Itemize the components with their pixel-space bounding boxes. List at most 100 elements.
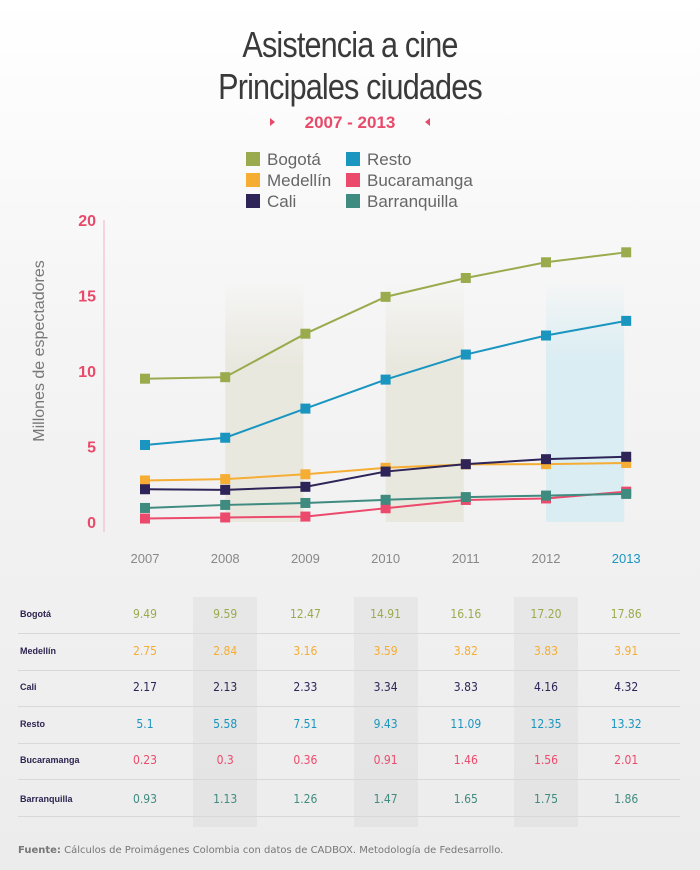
table-cell: 12.47	[289, 607, 321, 621]
table-row: Resto 5.1 5.58 7.51 9.43 11.09 12.35 13.32	[18, 707, 680, 744]
data-point	[380, 291, 391, 302]
source-label: Fuente:	[18, 845, 61, 856]
legend-swatch	[246, 152, 260, 166]
table-cell: 0.23	[132, 753, 158, 767]
row-label: Bucaramanga	[20, 755, 80, 765]
table-cell: 12.35	[530, 716, 562, 731]
x-tick-label: 2007	[131, 551, 160, 566]
data-point	[300, 497, 311, 508]
table-cell: 1.47	[373, 791, 398, 806]
table-cell: 9.43	[373, 716, 398, 731]
table-cell: 2.17	[132, 680, 158, 694]
source-text: Cálculos de Proimágenes Colombia con dat…	[64, 845, 504, 856]
legend-label: Medellín	[267, 171, 332, 190]
table-row: Cali 2.17 2.13 2.33 3.34 3.83 4.16 4.32	[18, 670, 680, 707]
table-cell: 1.75	[533, 791, 559, 806]
legend-label: Resto	[367, 150, 412, 169]
data-point	[380, 503, 391, 514]
x-tick-label: 2012	[532, 551, 561, 566]
table-cell: 9.59	[213, 607, 238, 621]
legend-swatch	[246, 173, 260, 187]
data-point	[541, 257, 551, 268]
legend-label: Cali	[267, 192, 297, 211]
y-tick-label: 10	[78, 364, 96, 381]
data-point	[380, 494, 391, 505]
x-tick-label: 2009	[291, 551, 320, 566]
table-cell: 4.16	[533, 680, 559, 694]
row-label: Medellín	[20, 645, 57, 656]
table-cell: 1.65	[453, 791, 478, 806]
arrow-left-icon	[425, 118, 430, 126]
row-label: Bogotá	[20, 609, 51, 619]
legend-item: Medellín	[246, 171, 331, 191]
data-point	[300, 403, 311, 414]
highlight-band	[385, 280, 464, 522]
legend-item: Cali	[246, 192, 296, 212]
data-point	[621, 488, 632, 499]
data-point	[220, 499, 231, 510]
table-cell: 1.86	[614, 791, 639, 806]
table-row: Bogotá 9.49 9.59 12.47 14.91 16.16 17.20 17.86	[18, 597, 680, 634]
legend-swatch	[246, 194, 260, 208]
table-cell: 1.13	[213, 791, 238, 806]
data-point	[541, 454, 551, 465]
source-note: Fuente: Cálculos de Proimágenes Colombia…	[18, 845, 503, 856]
highlight-band	[225, 280, 304, 522]
data-point	[220, 372, 231, 383]
data-point	[380, 374, 391, 385]
legend-item: Bogotá	[246, 150, 321, 170]
table-cell: 2.13	[213, 680, 238, 694]
table-cell: 5.58	[213, 716, 238, 731]
data-point	[621, 457, 632, 468]
data-point	[140, 373, 150, 384]
table-cell: 3.91	[614, 643, 639, 658]
table-cell: 4.32	[614, 680, 639, 694]
legend-item: Barranquilla	[346, 192, 458, 212]
row-label: Cali	[20, 682, 37, 692]
table-cell: 2.01	[614, 753, 639, 767]
y-tick-label: 15	[78, 289, 96, 306]
table-cell: 5.1	[136, 716, 154, 731]
table-cell: 2.84	[213, 643, 238, 658]
data-point	[140, 475, 150, 486]
table-cell: 3.82	[453, 643, 478, 658]
data-point	[220, 432, 231, 443]
table-cell: 3.34	[373, 680, 398, 694]
data-point	[220, 484, 231, 495]
table-cell: 3.83	[453, 680, 478, 694]
data-point	[300, 511, 311, 522]
highlight-band	[546, 280, 625, 522]
data-point	[300, 328, 311, 339]
x-tick-label: 2010	[371, 551, 400, 566]
legend-label: Bogotá	[267, 150, 321, 169]
table-cell: 3.16	[293, 643, 318, 658]
table-cell: 17.86	[610, 607, 642, 621]
data-point	[541, 490, 551, 501]
table-cell: 0.93	[132, 791, 158, 806]
data-point	[220, 474, 231, 485]
table-row: Barranquilla 0.93 1.13 1.26 1.47 1.65 1.75 1.86	[18, 780, 680, 817]
legend-label: Barranquilla	[367, 192, 458, 211]
chart-subtitle: 2007 - 2013	[304, 113, 396, 132]
arrow-right-icon	[270, 118, 275, 126]
table-cell: 0.3	[216, 753, 234, 767]
table-cell: 16.16	[450, 607, 482, 621]
data-point	[300, 469, 311, 480]
y-tick-label: 5	[87, 440, 96, 457]
legend-swatch	[346, 152, 360, 166]
data-point	[140, 439, 150, 450]
table-cell: 2.75	[132, 643, 158, 658]
table-cell: 7.51	[293, 716, 318, 731]
y-tick-label: 0	[87, 515, 96, 532]
x-tick-label: 2008	[211, 551, 240, 566]
data-point	[220, 512, 231, 523]
table-cell: 3.59	[373, 643, 398, 658]
table-row: Bucaramanga 0.23 0.3 0.36 0.91 1.46 1.56 2.01	[18, 743, 680, 780]
table-cell: 11.09	[450, 716, 482, 731]
title-line-1: Asistencia a cine	[242, 24, 458, 65]
table-cell: 9.49	[132, 607, 158, 621]
data-point	[460, 459, 471, 470]
table-cell: 0.36	[293, 753, 318, 767]
legend-label: Bucaramanga	[367, 171, 473, 190]
legend-swatch	[346, 173, 360, 187]
